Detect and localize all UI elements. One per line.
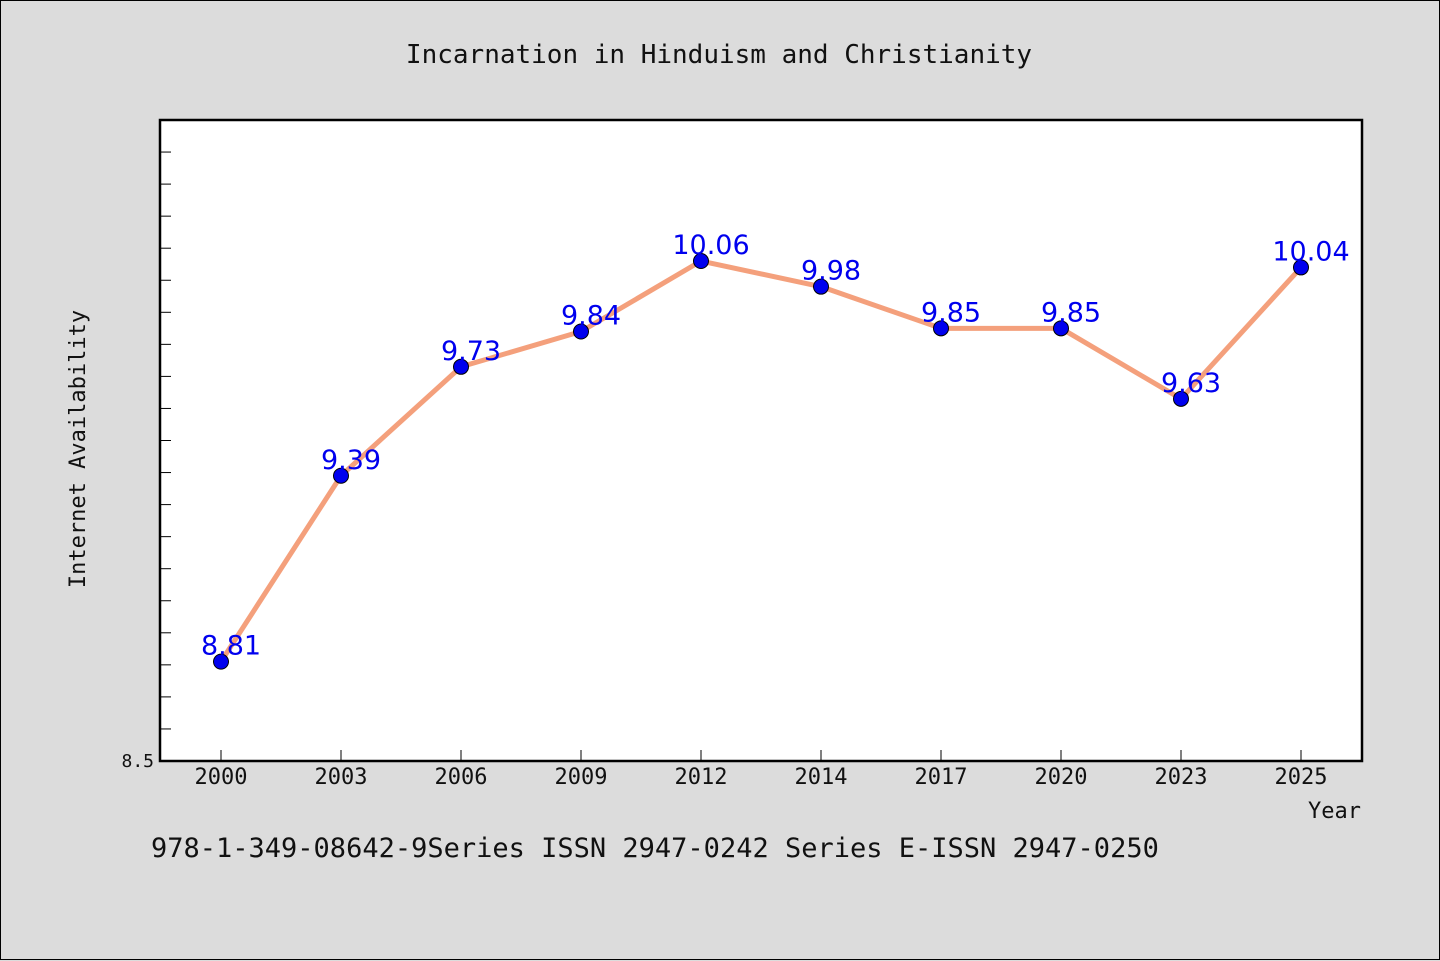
- data-label: 10.06: [672, 230, 749, 261]
- x-tick-label: 2014: [795, 765, 848, 790]
- data-point: [813, 278, 829, 295]
- x-tick-label: 2025: [1275, 765, 1328, 790]
- x-tick-label: 2020: [1035, 765, 1088, 790]
- series-line: [218, 258, 1304, 665]
- data-point: [333, 467, 349, 484]
- series-layer: 8.81 9.39 9.73 9.84 10.06 9.98 9.85 9.85 9.63 10.…: [201, 230, 1350, 670]
- x-tick-label: 2003: [315, 765, 368, 790]
- x-axis: 2000 2003 2006 2009 2012 2014 2017 2020 2023 2025: [195, 750, 1328, 790]
- data-point: [933, 320, 949, 337]
- data-point: [693, 253, 709, 270]
- data-point: [1053, 320, 1069, 337]
- chart-title: Incarnation in Hinduism and Christianity: [406, 40, 1032, 70]
- data-label: 8.81: [201, 631, 261, 662]
- y-axis-label: Internet Availability: [66, 310, 91, 588]
- x-tick-label: 2006: [435, 765, 488, 790]
- data-point: [1293, 259, 1309, 276]
- data-label: 9.85: [1041, 297, 1101, 328]
- footer-isbn-text: 978-1-349-08642-9Series ISSN 2947-0242 S…: [151, 833, 1159, 864]
- y-tick-label: 8.5: [121, 751, 154, 772]
- y-axis: 8.5: [121, 151, 171, 772]
- data-label: 9.85: [921, 297, 981, 328]
- x-tick-label: 2012: [675, 765, 728, 790]
- x-tick-label: 2000: [195, 765, 248, 790]
- data-label: 9.63: [1161, 368, 1221, 399]
- data-point: [453, 358, 469, 375]
- data-label: 9.39: [321, 445, 381, 476]
- data-point: [573, 323, 589, 340]
- x-tick-label: 2009: [555, 765, 608, 790]
- data-label: 9.73: [441, 336, 501, 367]
- plot-area: [158, 118, 1364, 763]
- data-label: 9.84: [561, 301, 621, 332]
- data-label: 9.98: [801, 256, 861, 287]
- x-axis-label: Year: [1308, 799, 1361, 824]
- x-tick-label: 2023: [1155, 765, 1208, 790]
- data-point: [1173, 390, 1189, 407]
- data-point: [213, 653, 229, 670]
- data-label: 10.04: [1272, 236, 1349, 267]
- x-tick-label: 2017: [915, 765, 968, 790]
